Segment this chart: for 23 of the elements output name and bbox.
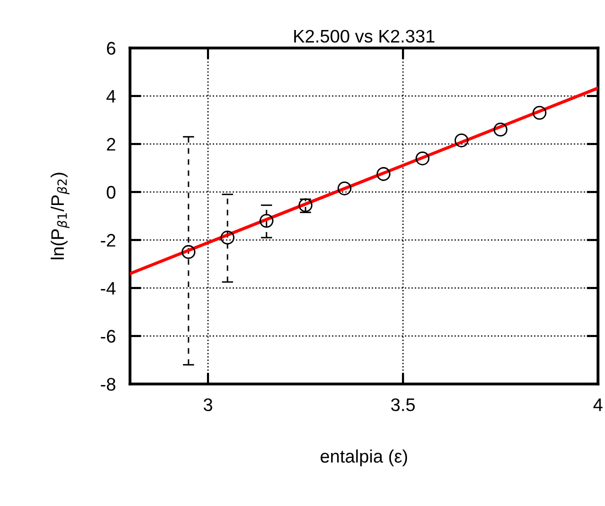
point	[260, 214, 274, 228]
y-tick-label: -2	[100, 234, 116, 247]
point	[494, 122, 508, 137]
x-tick-label: 4	[593, 398, 602, 411]
y-tick-label: 0	[106, 186, 116, 199]
point	[376, 167, 390, 181]
y-tick-label: 4	[106, 90, 116, 103]
x-tick-label: 3.5	[391, 398, 415, 412]
point	[454, 133, 468, 148]
y-tick-label: -6	[100, 330, 116, 343]
point	[220, 230, 234, 245]
point	[182, 245, 196, 259]
y-tick-label: -8	[100, 378, 116, 391]
point	[532, 106, 546, 120]
x-axis-title: entalpia (ε)	[320, 449, 408, 466]
y-axis-title: ln(P$_{β1}$/P$_{β2}$)	[50, 172, 70, 260]
y-tick-label: 6	[106, 42, 116, 55]
chart-title: K2.500 vs K2.331	[294, 30, 434, 43]
point	[338, 181, 352, 196]
y-tick-label: -4	[100, 282, 116, 295]
x-tick-label: 3	[204, 398, 212, 412]
y-tick-label: 2	[106, 138, 116, 151]
point	[416, 151, 430, 166]
